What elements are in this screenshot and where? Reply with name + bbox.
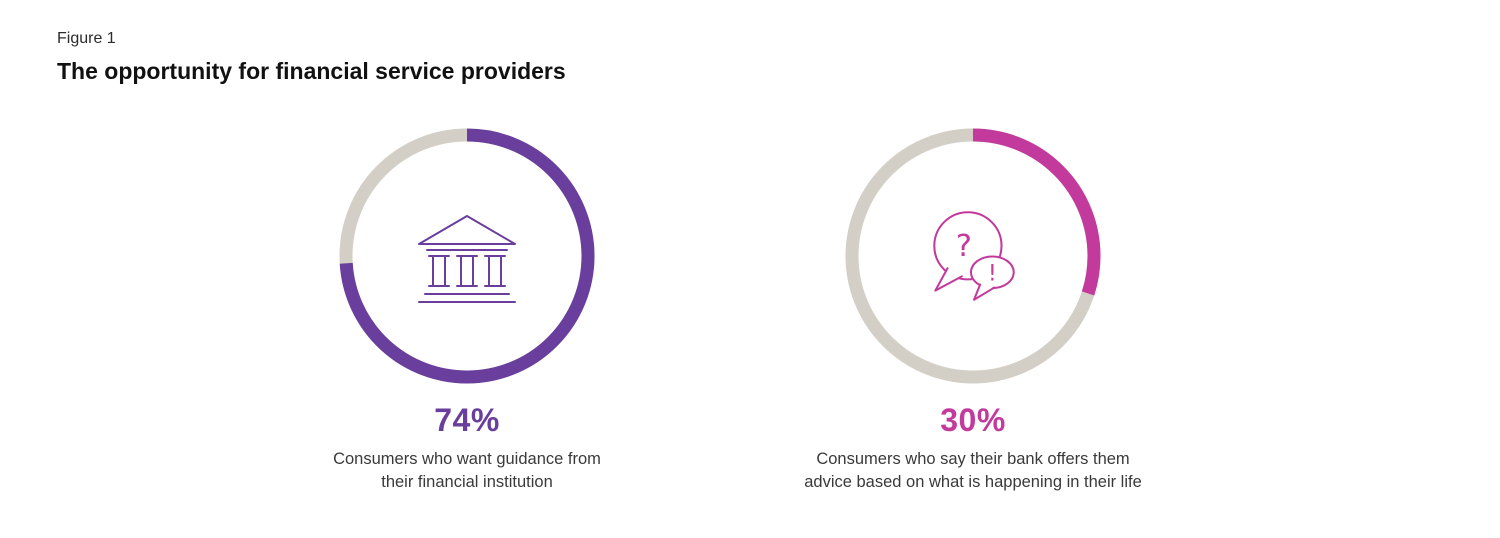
donut-ring xyxy=(339,128,595,384)
question-mark-glyph: ? xyxy=(956,229,972,264)
donut-caption: Consumers who want guidance from their f… xyxy=(257,448,677,494)
donut-arc xyxy=(339,128,595,384)
exclamation-mark-glyph: ! xyxy=(988,260,997,286)
donut-ring-wrap xyxy=(337,126,597,386)
donut-chart-advice: ? ! 30% Consumers who say their bank off… xyxy=(763,126,1183,494)
donut-value-label: 30% xyxy=(940,402,1006,438)
donut-ring xyxy=(845,128,1101,384)
donut-value-label: 74% xyxy=(434,402,500,438)
caption-line: advice based on what is happening in the… xyxy=(804,473,1142,492)
figure-title: The opportunity for financial service pr… xyxy=(57,58,566,84)
donut-ring-wrap: ? ! xyxy=(843,126,1103,386)
donut-caption: Consumers who say their bank offers them… xyxy=(763,448,1183,494)
figure-label: Figure 1 xyxy=(57,30,116,47)
caption-line: their financial institution xyxy=(381,473,553,492)
chat-bubbles-question-exclamation-icon: ? ! xyxy=(933,211,1015,301)
caption-line: Consumers who want guidance from xyxy=(333,450,601,468)
donut-arc xyxy=(845,128,1101,384)
donut-chart-guidance: 74% Consumers who want guidance from the… xyxy=(257,126,677,494)
bank-building-icon xyxy=(418,215,516,303)
caption-line: Consumers who say their bank offers them xyxy=(816,450,1130,468)
